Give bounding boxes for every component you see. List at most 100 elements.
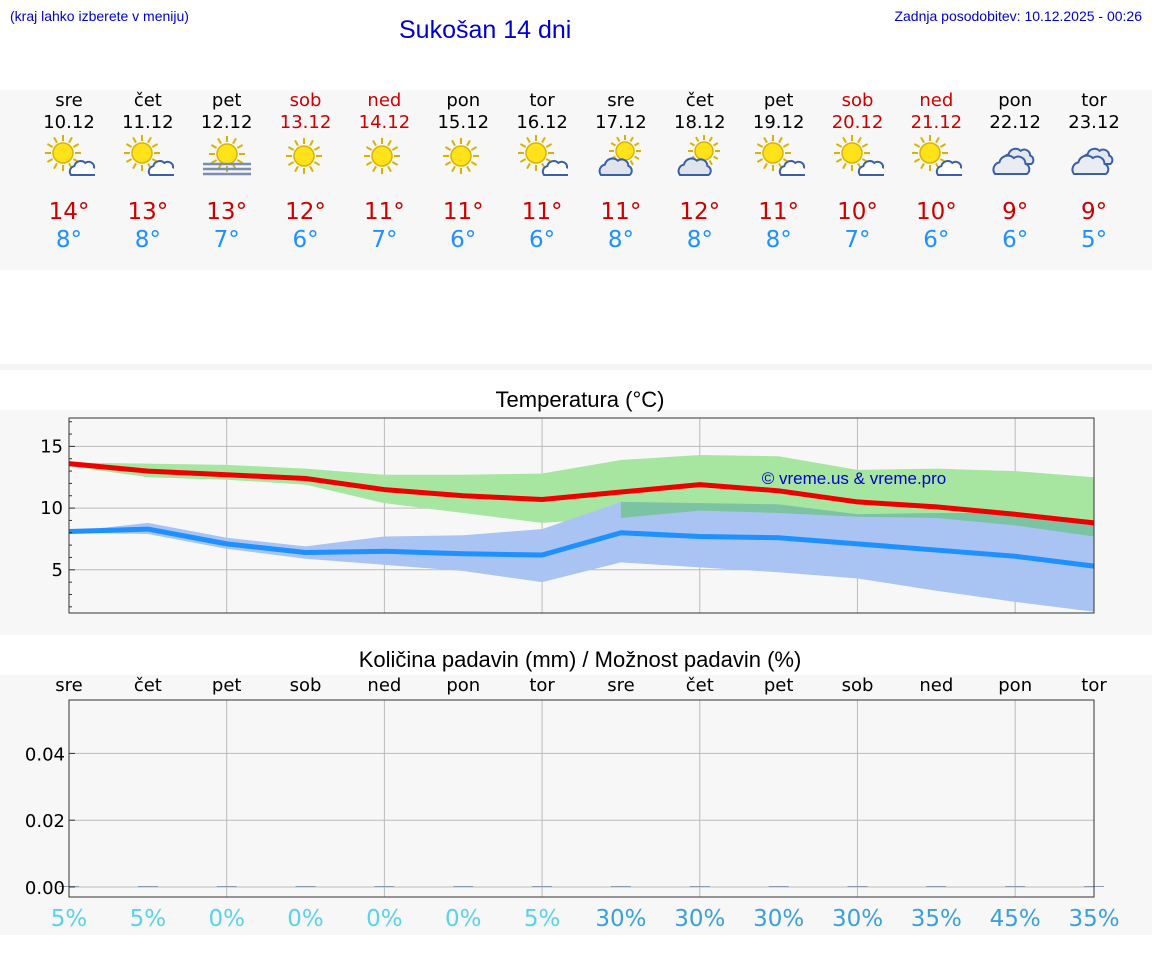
last-updated: Zadnja posodobitev: 10.12.2025 - 00:26: [894, 8, 1142, 24]
forecast-day: čet 11.12 13° 8°: [103, 90, 193, 270]
weather-icon-slot: [1068, 134, 1120, 180]
min-temperature: 8°: [765, 227, 792, 253]
forecast-day: pet 19.12 11° 8°: [734, 90, 824, 270]
max-temperature: 11°: [758, 199, 800, 225]
precipitation-y-tick-label: 0.00: [25, 878, 65, 899]
precip-chance: 30%: [674, 906, 726, 932]
max-temperature: 11°: [600, 199, 642, 225]
precipitation-bar: [768, 885, 789, 887]
precip-day-name: čet: [133, 675, 162, 696]
forecast-day: sob 20.12 10° 7°: [813, 90, 903, 270]
day-date: 18.12: [674, 112, 726, 133]
cloudy-icon: [992, 147, 1035, 175]
min-temperature-range-band: [69, 501, 1094, 612]
max-temperature: 12°: [285, 199, 326, 225]
sun-cloud-icon: [123, 135, 177, 176]
day-name: sre: [607, 90, 635, 111]
day-name: ned: [919, 90, 954, 111]
forecast-day: tor 23.12 9° 5°: [1049, 90, 1139, 270]
precipitation-bar: [295, 885, 316, 887]
day-date: 17.12: [595, 112, 647, 133]
precip-chance: 30%: [831, 906, 884, 932]
min-temperature: 8°: [55, 227, 83, 253]
precip-chance: 30%: [753, 906, 805, 932]
sun-icon: [285, 138, 322, 174]
precip-day-name: tor: [529, 675, 555, 696]
precipitation-chart-title: Količina padavin (mm) / Možnost padavin …: [358, 647, 802, 672]
forecast-day: sre 17.12 11° 8°: [576, 90, 666, 270]
day-name: čet: [685, 90, 714, 111]
day-date: 12.12: [200, 112, 253, 133]
page-title: Sukošan 14 dni: [399, 16, 572, 44]
precip-chance: 5%: [523, 906, 561, 932]
precipitation-bar: [374, 885, 395, 887]
day-date: 16.12: [516, 112, 568, 133]
day-date: 10.12: [43, 112, 95, 133]
day-date: 15.12: [437, 112, 490, 133]
precip-chance: 0%: [445, 906, 482, 932]
sun-cloud-icon: [754, 135, 808, 176]
temperature-chart-title: Temperatura (°C): [495, 387, 665, 412]
weather-icon-slot: [910, 134, 966, 180]
day-name: pet: [763, 90, 794, 111]
precipitation-bar: [453, 885, 474, 887]
forecast-day: tor 16.12 11° 6°: [497, 90, 587, 270]
precip-chance: 5%: [129, 906, 167, 932]
weather-icon-slot: [674, 134, 726, 180]
day-name: pon: [446, 90, 481, 111]
min-temperature: 5°: [1080, 227, 1108, 253]
precipitation-bar: [137, 885, 158, 887]
section-divider: [0, 364, 1152, 370]
weather-icon-slot: [832, 134, 887, 180]
max-temperature: 11°: [521, 199, 563, 225]
precip-day-name: čet: [685, 675, 714, 696]
day-date: 22.12: [989, 112, 1041, 133]
max-temperature: 10°: [837, 199, 878, 225]
min-temperature: 6°: [450, 227, 477, 253]
precip-day-name: ned: [919, 675, 954, 696]
max-temperature: 13°: [206, 199, 248, 225]
sun-cloud-icon: [833, 135, 887, 176]
weather-icon-slot: [437, 134, 489, 180]
day-name: sob: [841, 90, 874, 111]
max-temperature: 12°: [679, 199, 721, 225]
sun-icon: [364, 138, 401, 174]
forecast-day: čet 18.12 12° 8°: [655, 90, 745, 270]
precip-day-name: sre: [55, 675, 83, 696]
max-temperature: 10°: [915, 199, 957, 225]
precipitation-bar: [926, 885, 947, 887]
day-name: sob: [289, 90, 322, 111]
max-temperature-line: [68, 461, 1095, 526]
weather-icon-slot: [122, 134, 177, 180]
precip-chance: 45%: [989, 906, 1041, 932]
precipitation-bar: [847, 885, 868, 887]
max-temperature: 11°: [364, 199, 405, 225]
max-temperature: 9°: [1080, 199, 1108, 225]
day-name: čet: [133, 90, 162, 111]
precipitation-bar: [689, 885, 710, 887]
sun-cloud-icon: [518, 135, 572, 176]
weather-icon-slot: [753, 134, 808, 180]
min-temperature: 6°: [529, 227, 556, 253]
precipitation-plot-frame: [68, 699, 1095, 898]
precip-chance: 30%: [595, 906, 647, 932]
day-date: 19.12: [752, 112, 805, 133]
min-temperature-line: [68, 526, 1095, 569]
precipitation-y-tick-label: 0.02: [25, 811, 65, 832]
precip-day-name: pet: [211, 675, 242, 696]
forecast-day: pon 22.12 9° 6°: [970, 90, 1060, 270]
min-temperature: 8°: [134, 227, 161, 253]
precip-day-name: sre: [607, 675, 635, 696]
precip-chance: 0%: [287, 906, 324, 932]
precip-day-name: pon: [998, 675, 1033, 696]
cloudy-icon: [1071, 147, 1114, 175]
temperature-plot-frame: [68, 417, 1095, 614]
precip-chance: 35%: [910, 906, 962, 932]
day-name: sre: [55, 90, 83, 111]
precipitation-y-tick-label: 0.04: [25, 744, 65, 765]
max-temperature: 13°: [127, 199, 169, 225]
sun-fog-icon: [202, 136, 251, 176]
precip-day-name: sob: [289, 675, 322, 696]
day-name: pet: [211, 90, 242, 111]
forecast-day: ned 14.12 11° 7°: [339, 90, 429, 270]
